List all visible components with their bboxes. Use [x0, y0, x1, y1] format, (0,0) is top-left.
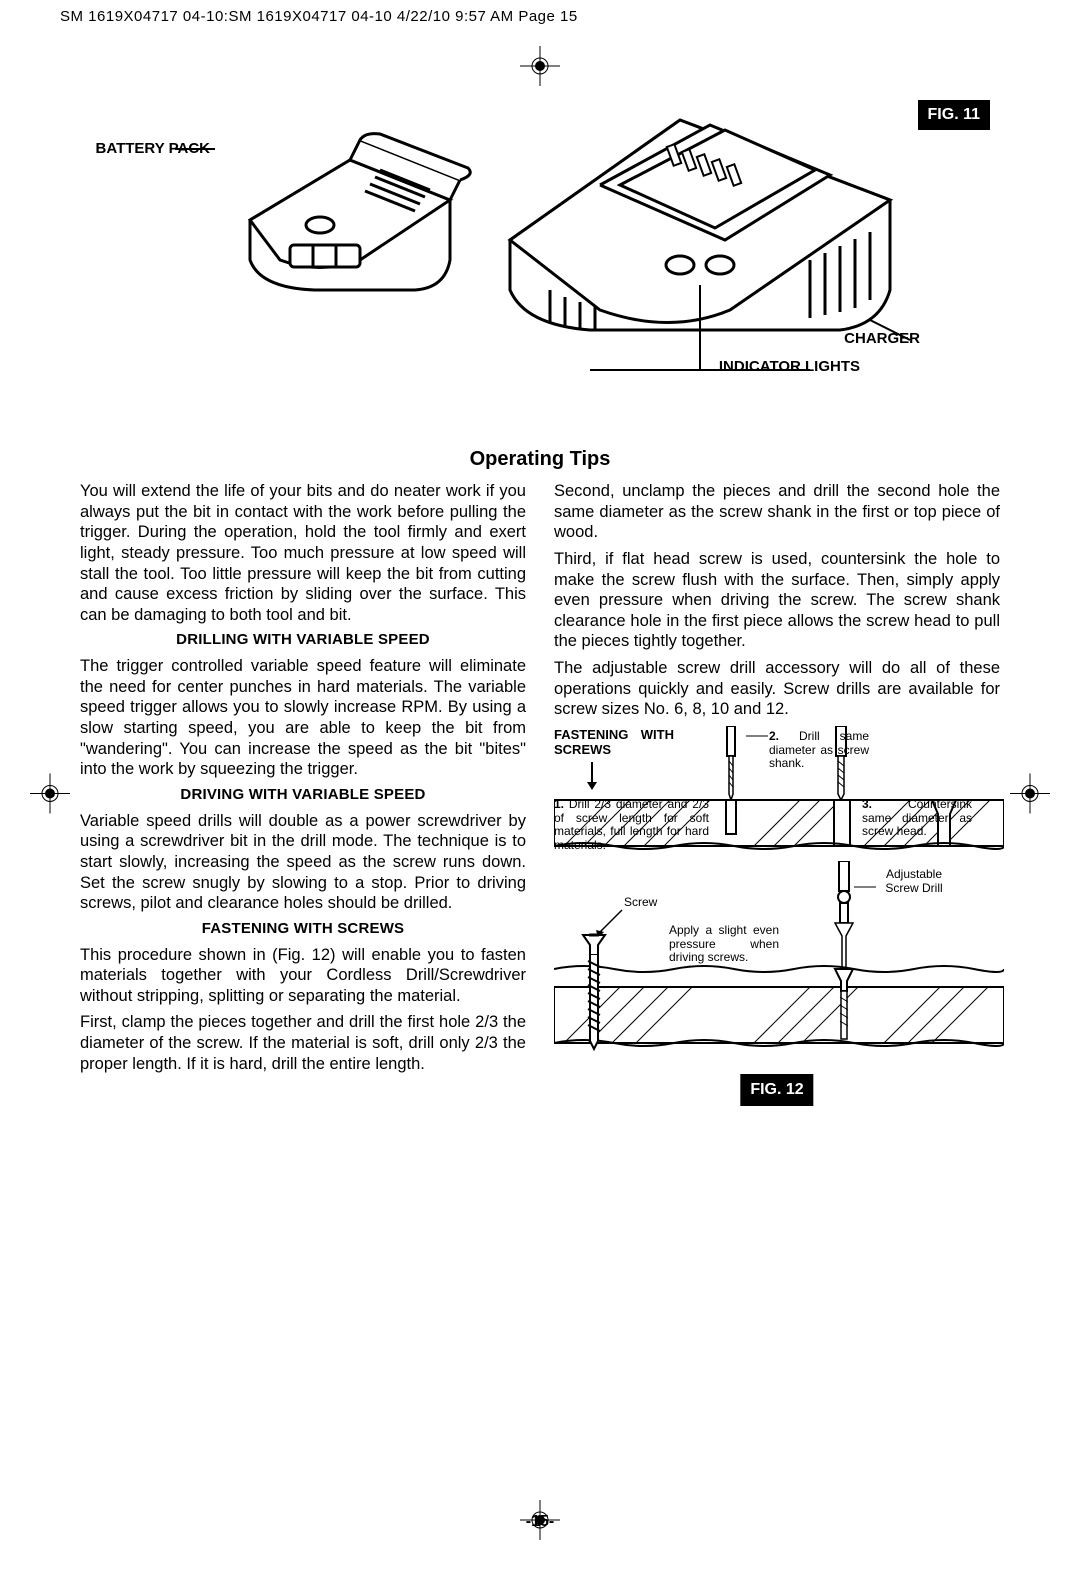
figure-12: FASTENING WITH SCREWS 2. Drill same diam… [554, 726, 1000, 1106]
step-3-label: 3. Countersink same diameter as screw he… [862, 798, 972, 839]
content-columns: Operating Tips You will extend the life … [80, 448, 1000, 1501]
section-title: Operating Tips [80, 448, 1000, 471]
screw-icon [579, 931, 609, 1051]
paragraph-intro: You will extend the life of your bits an… [80, 481, 526, 625]
paragraph-drilling: The trigger controlled variable speed fe… [80, 656, 526, 780]
leader-2-icon [746, 735, 768, 737]
battery-pack-icon [220, 110, 480, 310]
heading-drilling: DRILLING WITH VARIABLE SPEED [80, 631, 526, 650]
paragraph-fastening-2: First, clamp the pieces together and dri… [80, 1012, 526, 1074]
apply-pressure-label: Apply a slight even pressure when drivin… [669, 924, 779, 965]
leader-adjustable-icon [854, 886, 876, 888]
fig12-fastening-label: FASTENING WITH SCREWS [554, 728, 674, 758]
paragraph-fastening-4: Third, if flat head screw is used, count… [554, 549, 1000, 652]
paragraph-fastening-1: This procedure shown in (Fig. 12) will e… [80, 945, 526, 1007]
page-number: -15- [526, 1513, 554, 1531]
heading-fastening: FASTENING WITH SCREWS [80, 920, 526, 939]
adjustable-in-board-icon [829, 961, 859, 1051]
step-2-label: 2. Drill same diameter as screw shank. [769, 730, 869, 771]
page-header: SM 1619X04717 04-10:SM 1619X04717 04-10 … [60, 8, 578, 25]
register-mark-top [520, 46, 560, 91]
heading-driving: DRIVING WITH VARIABLE SPEED [80, 786, 526, 805]
register-mark-left [30, 773, 70, 818]
adjustable-screw-drill-icon [829, 861, 859, 971]
bottom-board-icon [554, 961, 1004, 1051]
indicator-lights-label: INDICATOR LIGHTS [719, 358, 860, 376]
paragraph-fastening-3: Second, unclamp the pieces and drill the… [554, 481, 1000, 543]
paragraph-driving: Variable speed drills will double as a p… [80, 811, 526, 914]
adjustable-drill-label: Adjustable Screw Drill [874, 868, 954, 896]
drill-bit-1-icon [719, 726, 743, 801]
step-1-label: 1. Drill 2/3 diameter and 2/3 of screw l… [554, 798, 709, 853]
figure-12-tag: FIG. 12 [740, 1074, 813, 1106]
fig12-arrow-down-icon [584, 762, 600, 790]
charger-label: CHARGER [844, 330, 920, 348]
battery-pack-label: BATTERY PACK [90, 140, 210, 158]
figure-11: FIG. 11 BATTERY PACK [90, 100, 990, 420]
screw-label: Screw [624, 896, 657, 910]
register-mark-right [1010, 773, 1050, 818]
paragraph-fastening-5: The adjustable screw drill accessory wil… [554, 658, 1000, 720]
